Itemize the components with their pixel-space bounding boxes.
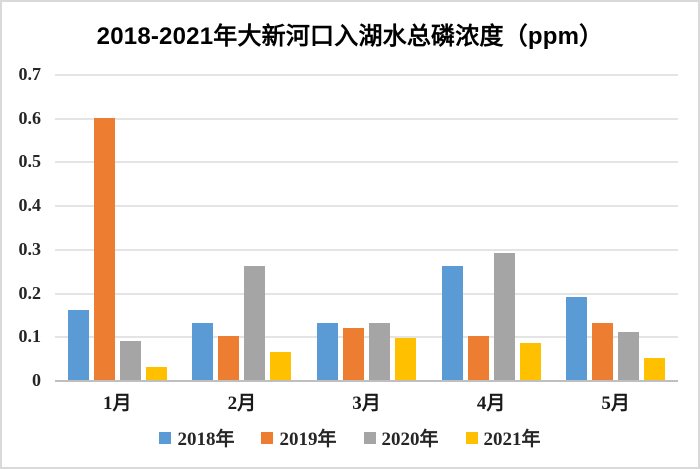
bar-2021年-3月 bbox=[394, 338, 416, 380]
y-tick-label: 0.2 bbox=[18, 283, 42, 303]
x-tick-label-3月: 3月 bbox=[352, 393, 381, 414]
bar-2019年-3月 bbox=[342, 328, 364, 380]
bar-2018年-3月 bbox=[316, 323, 338, 380]
legend-label: 2021年 bbox=[483, 429, 541, 450]
gridline-0.6 bbox=[55, 118, 678, 120]
bar-2019年-2月 bbox=[218, 336, 240, 380]
bar-2020年-1月 bbox=[119, 341, 141, 380]
y-axis: 0 0.1 0.2 0.3 0.4 0.5 0.6 0.7 bbox=[2, 65, 47, 389]
x-tick-label-2月: 2月 bbox=[227, 393, 257, 414]
bar-2020年-4月 bbox=[493, 253, 515, 380]
bar-group-1月 bbox=[67, 74, 167, 380]
gridline-0.7 bbox=[55, 74, 678, 76]
y-tick-label: 0.3 bbox=[18, 239, 42, 259]
y-tick-label: 0.1 bbox=[18, 326, 42, 346]
bar-2018年-5月 bbox=[566, 297, 588, 380]
y-tick-label: 0.6 bbox=[18, 108, 42, 128]
x-axis: 1月 2月 3月 4月 5月 bbox=[55, 388, 678, 415]
bar-2021年-1月 bbox=[145, 367, 167, 380]
legend: 2018年 2019年 2020年 2021年 bbox=[2, 424, 698, 451]
legend-swatch-icon bbox=[261, 431, 274, 444]
bar-2021年-2月 bbox=[270, 352, 292, 380]
y-tick-label: 0.5 bbox=[18, 151, 42, 171]
bar-2020年-2月 bbox=[244, 266, 266, 380]
bar-group-4月 bbox=[441, 74, 541, 380]
bar-2020年-3月 bbox=[368, 323, 390, 380]
legend-label: 2020年 bbox=[381, 429, 439, 450]
bar-2021年-5月 bbox=[644, 358, 666, 380]
plot-area bbox=[55, 74, 678, 382]
bar-groups bbox=[55, 74, 678, 380]
bar-2019年-4月 bbox=[467, 336, 489, 380]
gridline-0.3 bbox=[55, 249, 678, 251]
y-tick-label: 0.7 bbox=[18, 64, 42, 84]
bar-2018年-1月 bbox=[67, 310, 89, 380]
gridline-0.5 bbox=[55, 161, 678, 163]
legend-swatch-icon bbox=[363, 431, 376, 444]
legend-label: 2019年 bbox=[279, 429, 337, 450]
x-tick-label-1月: 1月 bbox=[103, 393, 132, 414]
legend-item-2018年: 2018年 bbox=[159, 424, 234, 451]
legend-item-2020年: 2020年 bbox=[363, 424, 439, 451]
legend-swatch-icon bbox=[159, 431, 172, 444]
bar-2018年-2月 bbox=[192, 323, 214, 380]
legend-item-2021年: 2021年 bbox=[465, 424, 541, 451]
x-tick-label-4月: 4月 bbox=[476, 393, 506, 414]
bar-2020年-5月 bbox=[618, 332, 640, 380]
y-tick-label: 0 bbox=[32, 370, 41, 390]
gridline-0.4 bbox=[55, 205, 678, 207]
x-tick-label-5月: 5月 bbox=[601, 393, 630, 414]
gridline-0.1 bbox=[55, 336, 678, 338]
bar-2019年-1月 bbox=[93, 118, 115, 380]
bar-group-5月 bbox=[566, 74, 666, 380]
legend-label: 2018年 bbox=[177, 429, 235, 450]
bar-group-2月 bbox=[192, 74, 292, 380]
bar-2018年-4月 bbox=[441, 266, 463, 380]
bar-2021年-4月 bbox=[519, 343, 541, 380]
bar-group-3月 bbox=[316, 74, 416, 380]
legend-swatch-icon bbox=[465, 431, 478, 444]
legend-item-2019年: 2019年 bbox=[261, 424, 337, 451]
y-tick-label: 0.4 bbox=[18, 195, 42, 215]
gridline-0.2 bbox=[55, 293, 678, 295]
bar-2019年-5月 bbox=[592, 323, 614, 380]
chart-title: 2018-2021年大新河口入湖水总磷浓度（ppm） bbox=[96, 23, 604, 50]
